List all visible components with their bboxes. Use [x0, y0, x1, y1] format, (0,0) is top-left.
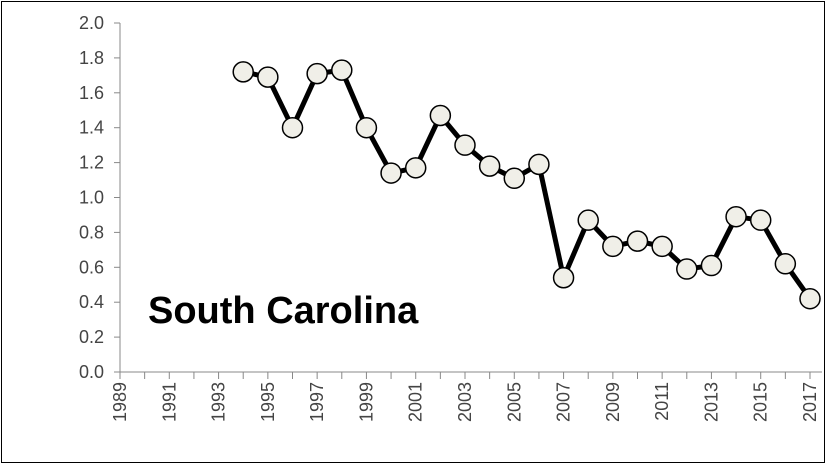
data-point: [799, 287, 821, 310]
x-axis-ticks: 1989 1991 1993 1995 1997 1999 2001 2003 2005 2007…: [110, 372, 820, 422]
data-point: [676, 258, 698, 280]
x-tick-label: 2009: [603, 382, 623, 422]
y-tick-label: 1.2: [79, 153, 104, 173]
x-tick-label: 1999: [356, 382, 376, 422]
x-tick-label: 2005: [504, 382, 524, 422]
data-point: [257, 66, 279, 88]
data-point: [651, 235, 673, 258]
data-point: [774, 253, 797, 275]
data-point: [626, 230, 649, 252]
data-point: [355, 116, 378, 139]
x-tick-label: 2003: [455, 382, 475, 422]
data-point: [380, 162, 402, 184]
y-tick-label: 0.8: [79, 222, 104, 242]
x-tick-label: 2001: [406, 382, 426, 422]
y-tick-label: 1.0: [79, 188, 104, 208]
data-point: [404, 157, 427, 179]
chart-annotation: South Carolina: [148, 290, 419, 332]
x-tick-label: 2015: [751, 382, 771, 422]
data-point: [281, 116, 304, 139]
y-tick-label: 0.2: [79, 327, 104, 347]
x-tick-label: 2007: [554, 382, 574, 422]
data-point: [429, 104, 452, 127]
data-series: [232, 59, 821, 310]
y-tick-label: 1.8: [79, 48, 104, 68]
series-line: [242, 67, 813, 301]
x-tick-label: 2017: [800, 382, 820, 422]
y-tick-label: 0.0: [79, 362, 104, 382]
y-axis-ticks: 0.0 0.2 0.4 0.6 0.8 1.0 1.2 1.4 1.6 1.8 2.0: [79, 13, 120, 382]
data-point: [331, 59, 353, 81]
data-point: [454, 134, 476, 156]
data-point: [478, 155, 501, 177]
x-tick-label: 1995: [258, 382, 278, 422]
data-point: [552, 267, 575, 289]
y-tick-label: 1.6: [79, 83, 104, 103]
y-tick-label: 0.4: [79, 292, 104, 312]
x-tick-label: 1993: [209, 382, 229, 422]
data-point: [503, 167, 526, 190]
x-tick-label: 2011: [652, 382, 672, 421]
x-tick-label: 1989: [110, 382, 130, 422]
data-point: [602, 235, 624, 258]
data-point: [232, 61, 254, 83]
x-tick-label: 2013: [701, 382, 721, 422]
y-tick-label: 1.4: [79, 118, 104, 138]
data-point: [749, 209, 772, 231]
x-tick-label: 1991: [159, 382, 179, 422]
data-point: [306, 62, 328, 85]
y-tick-label: 2.0: [79, 13, 104, 33]
data-point: [725, 205, 747, 228]
data-point: [577, 209, 599, 231]
data-point: [700, 254, 723, 277]
data-point: [528, 153, 550, 176]
x-tick-label: 1997: [307, 382, 327, 422]
y-tick-label: 0.6: [79, 257, 104, 277]
